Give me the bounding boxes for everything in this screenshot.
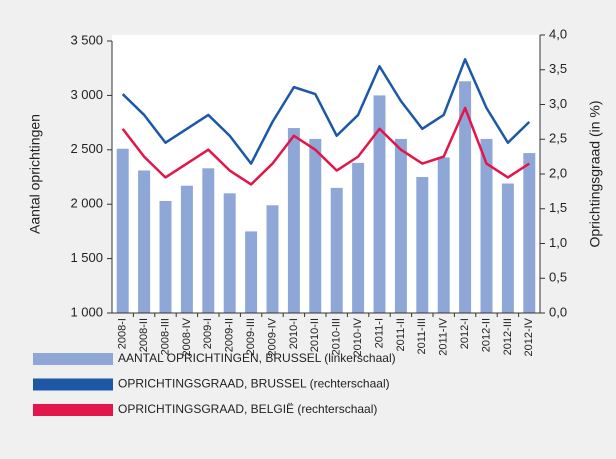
bar (523, 153, 536, 313)
x-tick-label: 2011-I (373, 318, 385, 348)
legend-label: OPRICHTINGSGRAAD, BELGIË (rechterschaal) (118, 402, 377, 416)
bar (480, 138, 493, 313)
bar (180, 185, 193, 313)
x-tick-label: 2010-II (309, 318, 321, 352)
bar (459, 81, 472, 313)
y2-axis-label: Oprichtingsgraad (in %) (587, 100, 603, 247)
bar (501, 183, 514, 313)
legend-label: AANTAL OPRICHTINGEN, BRUSSEL (linkerscha… (118, 351, 396, 365)
legend-label: OPRICHTINGSGRAAD, BRUSSEL (rechterschaal… (118, 377, 390, 391)
bar (223, 193, 236, 313)
x-tick-label: 2010-IV (352, 317, 364, 356)
x-tick-label: 2008-III (159, 318, 171, 355)
y-axis-label: Aantal oprichtingen (27, 114, 43, 234)
x-tick-label: 2011-II (395, 318, 407, 351)
x-tick-label: 2012-IV (523, 317, 535, 356)
x-tick-label: 2011-IV (438, 317, 450, 355)
y2-tick-label: 2,0 (549, 165, 567, 180)
line (121, 58, 531, 165)
y2-tick-label: 1,5 (549, 200, 567, 215)
bar (266, 205, 279, 313)
x-tick-label: 2010-III (331, 318, 343, 355)
bar (309, 138, 322, 313)
bar (138, 170, 151, 313)
bar (116, 148, 129, 313)
legend-swatch (33, 378, 113, 391)
x-tick-label: 2008-I (117, 318, 129, 349)
x-tick-label: 2012-I (459, 318, 471, 349)
bar (330, 187, 343, 313)
y2-tick-label: 4,0 (549, 26, 567, 41)
y-tick-label: 1 000 (70, 304, 103, 319)
y-tick-label: 3 500 (70, 32, 103, 47)
y-tick-label: 1 500 (70, 250, 103, 265)
bar (159, 200, 172, 313)
y-tick-label: 3 000 (70, 87, 103, 102)
y2-tick-label: 2,5 (549, 131, 567, 146)
bar (245, 231, 258, 313)
bar (437, 157, 450, 313)
y2-tick-label: 3,5 (549, 61, 567, 76)
y2-tick-label: 3,0 (549, 96, 567, 111)
x-tick-label: 2008-II (138, 318, 150, 352)
x-tick-label: 2010-I (288, 318, 300, 349)
bar (287, 128, 300, 313)
x-tick-label: 2008-IV (181, 317, 193, 356)
y-tick-label: 2 500 (70, 141, 103, 156)
x-tick-label: 2011-III (416, 318, 428, 355)
legend-swatch (33, 353, 113, 365)
bar (416, 177, 429, 313)
x-tick-label: 2009-IV (266, 317, 278, 356)
x-tick-label: 2009-I (202, 318, 214, 349)
line (121, 106, 530, 186)
bar (394, 138, 407, 313)
y2-tick-label: 0,0 (549, 304, 567, 319)
y-tick-label: 2 000 (70, 196, 103, 211)
legend-swatch (33, 404, 113, 416)
x-tick-label: 2009-III (245, 318, 257, 355)
bar (202, 168, 215, 313)
bar (373, 95, 386, 314)
y2-tick-label: 1,0 (549, 235, 567, 250)
x-tick-label: 2012-III (502, 318, 514, 355)
plot-area (112, 35, 540, 313)
x-tick-label: 2012-II (480, 318, 492, 352)
bar (352, 162, 365, 313)
x-tick-label: 2009-II (224, 318, 236, 352)
y2-tick-label: 0,5 (549, 270, 567, 285)
